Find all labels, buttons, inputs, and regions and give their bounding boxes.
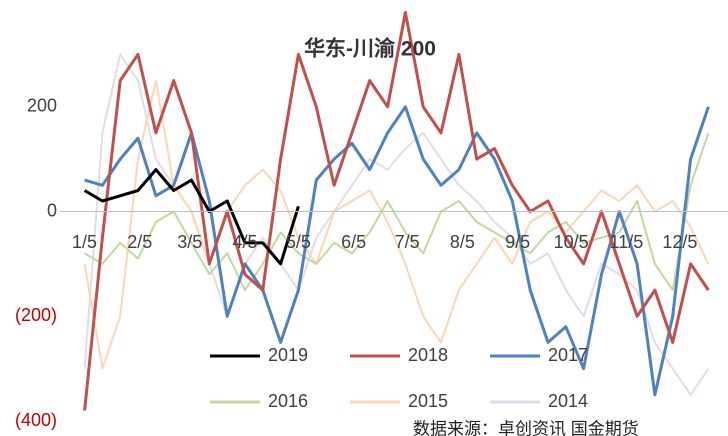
x-tick-label: 8/5 — [450, 232, 475, 252]
chart-title: 华东-川渝 200 — [304, 37, 436, 61]
x-tick-label: 3/5 — [177, 232, 202, 252]
legend-label: 2018 — [408, 345, 448, 365]
x-tick-label: 1/5 — [72, 232, 97, 252]
y-tick-label: (400) — [15, 410, 57, 430]
y-tick-label: 0 — [47, 200, 57, 220]
x-tick-label: 2/5 — [127, 232, 152, 252]
legend-label: 2016 — [268, 391, 308, 411]
series-line — [83, 168, 300, 266]
y-tick-label: 200 — [27, 96, 57, 116]
legend-label: 2015 — [408, 391, 448, 411]
series-line — [84, 105, 710, 397]
plot-area — [83, 11, 710, 411]
legend-label: 2019 — [268, 345, 308, 365]
x-tick-label: 7/5 — [395, 232, 420, 252]
x-tick-label: 10/5 — [554, 232, 589, 252]
x-tick-label: 5/5 — [286, 232, 311, 252]
series-line — [83, 11, 710, 411]
x-tick-label: 11/5 — [610, 232, 644, 252]
series-line — [83, 79, 710, 370]
series-line — [84, 132, 710, 292]
x-tick-label: 4/5 — [232, 232, 257, 252]
x-tick-label: 6/5 — [341, 232, 366, 252]
legend-label: 2014 — [548, 391, 588, 411]
source-note: 数据来源：卓创资讯 国金期货 — [413, 419, 639, 436]
x-tick-label: 9/5 — [505, 232, 530, 252]
x-tick-label: 12/5 — [662, 232, 697, 252]
y-tick-label: (200) — [15, 305, 57, 325]
legend-label: 2017 — [548, 345, 588, 365]
